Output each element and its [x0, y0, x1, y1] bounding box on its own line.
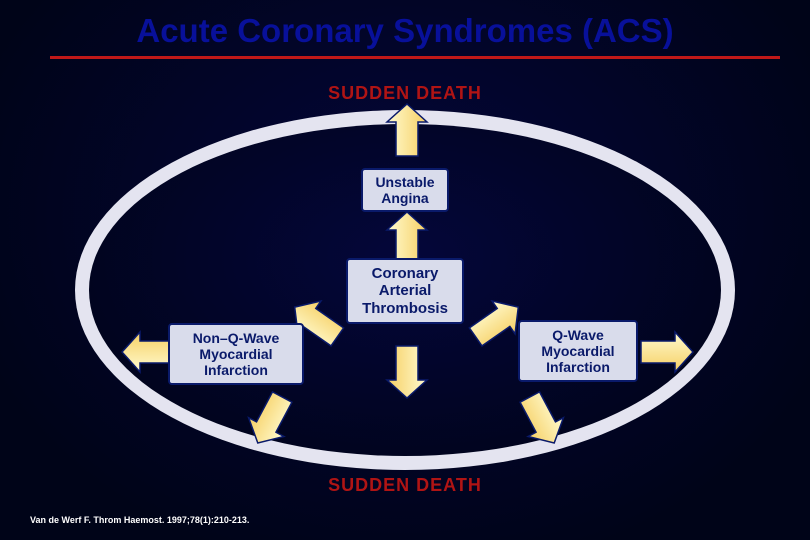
- node-label-line: Coronary: [372, 265, 439, 282]
- node-label-line: Arterial: [379, 282, 432, 299]
- title-underline: [50, 56, 780, 59]
- node-unstable-angina: UnstableAngina: [361, 168, 449, 212]
- node-q-wave-mi: Q-WaveMyocardialInfarction: [518, 320, 638, 382]
- node-label-line: Myocardial: [199, 346, 272, 362]
- node-label-line: Non–Q-Wave: [193, 330, 280, 346]
- arrow-thrombosis-to-bottom: [385, 344, 429, 400]
- sudden-death-bottom: SUDDEN DEATH: [285, 475, 525, 496]
- node-label-line: Infarction: [546, 359, 610, 375]
- node-label-line: Thrombosis: [362, 300, 448, 317]
- node-coronary-arterial-thrombosis: CoronaryArterialThrombosis: [346, 258, 464, 324]
- sudden-death-top: SUDDEN DEATH: [285, 83, 525, 104]
- slide-root: Acute Coronary Syndromes (ACS) SUDDEN DE…: [0, 0, 810, 540]
- node-nonq-wave-mi: Non–Q-WaveMyocardialInfarction: [168, 323, 304, 385]
- citation-text: Van de Werf F. Throm Haemost. 1997;78(1)…: [30, 515, 249, 525]
- node-label-line: Q-Wave: [552, 327, 604, 343]
- node-label-line: Angina: [381, 190, 428, 206]
- node-label-line: Myocardial: [541, 343, 614, 359]
- node-label-line: Infarction: [204, 362, 268, 378]
- arrow-ua-to-death: [385, 102, 429, 158]
- node-label-line: Unstable: [375, 174, 434, 190]
- arrow-qwave-to-death-right: [639, 330, 695, 374]
- slide-title: Acute Coronary Syndromes (ACS): [0, 12, 810, 50]
